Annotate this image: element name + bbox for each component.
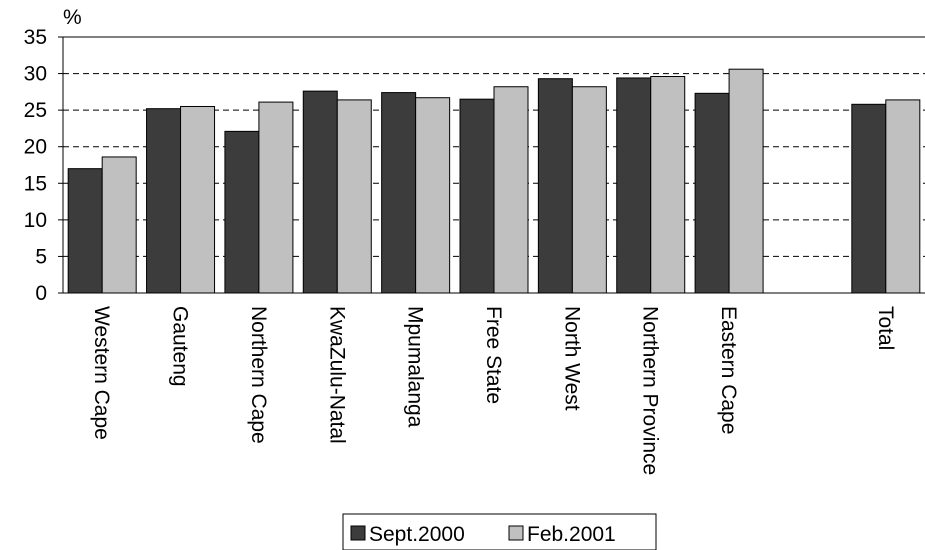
category-labels: Western Cape Gauteng Northern Cape KwaZulu-… [90, 306, 897, 475]
y-axis-label: % [63, 6, 82, 29]
category-label: Gauteng [169, 306, 192, 387]
bar-sept-2000 [224, 130, 260, 294]
bar-feb-2001 [336, 99, 372, 294]
legend-label: Sept.2000 [369, 523, 465, 546]
legend: Sept.2000 Feb.2001 [342, 513, 657, 550]
bar-feb-2001 [571, 86, 607, 294]
bar-feb-2001 [180, 105, 216, 294]
category-label: Western Cape [90, 306, 113, 440]
category-label: KwaZulu-Natal [325, 306, 348, 444]
legend-swatch [350, 525, 366, 541]
y-tick-label: 15 [24, 172, 47, 195]
legend-label: Feb.2001 [527, 523, 616, 546]
category-label: Mpumalanga [404, 306, 427, 428]
bar-feb-2001 [728, 68, 764, 294]
bar-sept-2000 [67, 168, 103, 294]
bar-sept-2000 [694, 92, 730, 294]
category-label: Free State [482, 306, 505, 404]
legend-swatch [508, 525, 524, 541]
bars [67, 68, 921, 294]
bar-feb-2001 [415, 97, 451, 294]
y-tick-label: 0 [35, 282, 47, 305]
bar-sept-2000 [851, 103, 887, 294]
y-tick-label: 25 [24, 99, 47, 122]
y-tick-label: 30 [24, 63, 47, 86]
bar-sept-2000 [302, 90, 338, 294]
bar-feb-2001 [493, 86, 529, 294]
bar-feb-2001 [101, 156, 137, 294]
bar-sept-2000 [381, 92, 417, 294]
y-tick-label: 35 [24, 26, 47, 49]
bar-sept-2000 [616, 77, 652, 294]
category-label: Eastern Cape [717, 306, 740, 434]
y-tick-label: 20 [24, 136, 47, 159]
axes [58, 36, 925, 294]
category-label: North West [560, 306, 583, 411]
bar-feb-2001 [650, 75, 686, 294]
y-tick-label: 10 [24, 209, 47, 232]
category-label: Northern Cape [247, 306, 270, 444]
bar-feb-2001 [258, 101, 294, 294]
bar-feb-2001 [885, 99, 921, 294]
bar-sept-2000 [537, 78, 573, 294]
bar-sept-2000 [459, 98, 495, 294]
category-label: Total [874, 306, 897, 350]
y-tick-labels: 0 5 10 15 20 25 30 35 [24, 26, 47, 305]
legend-box [342, 513, 657, 550]
bar-sept-2000 [146, 108, 182, 294]
category-label: Northern Province [639, 306, 662, 475]
y-tick-label: 5 [35, 245, 47, 268]
